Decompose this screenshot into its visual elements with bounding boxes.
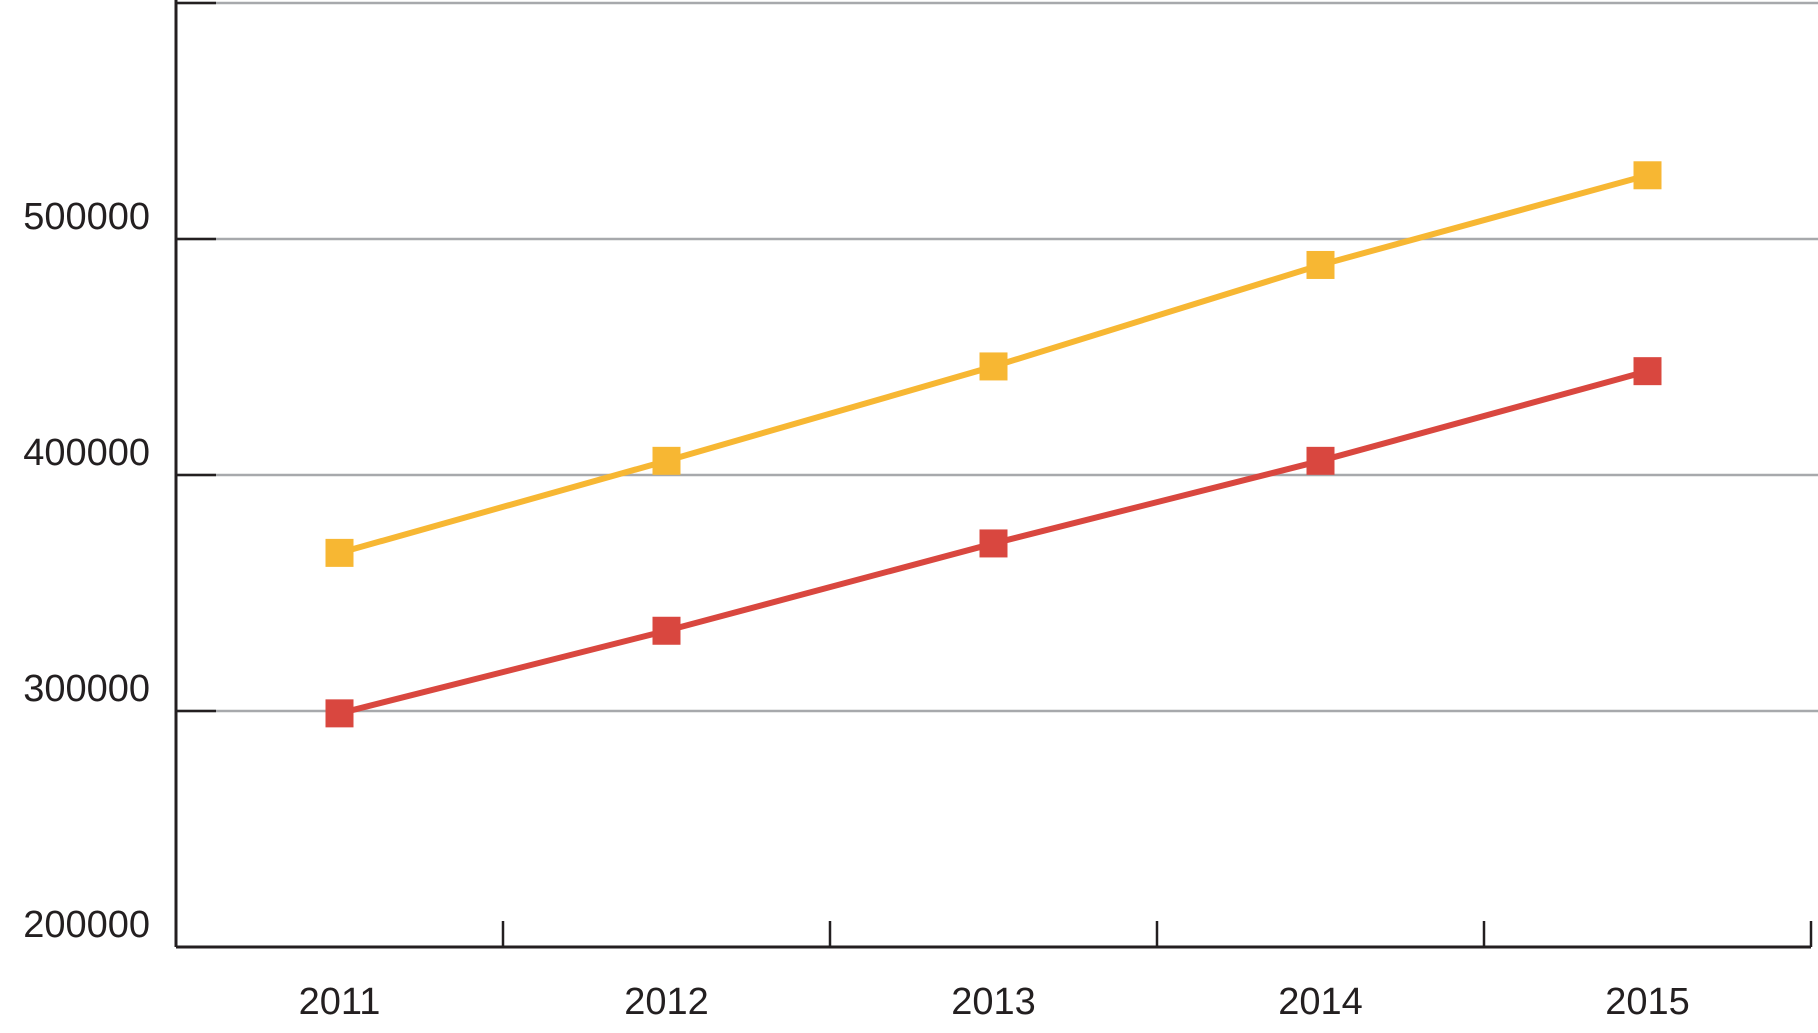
- y-tick-label: 600000: [23, 0, 150, 2]
- x-tick-label: 2013: [951, 981, 1036, 1023]
- point-marker: [1633, 357, 1662, 386]
- point-marker: [1306, 446, 1335, 475]
- point-marker: [325, 699, 354, 728]
- point-marker: [1633, 161, 1662, 190]
- point-marker: [652, 446, 681, 475]
- x-tick-label: 2014: [1278, 981, 1363, 1023]
- y-tick-label: 400000: [23, 432, 150, 474]
- point-marker: [979, 529, 1008, 558]
- point-marker: [652, 616, 681, 645]
- y-tick-label: 300000: [23, 668, 150, 710]
- point-marker: [979, 352, 1008, 381]
- y-tick-label: 500000: [23, 196, 150, 238]
- point-marker: [325, 538, 354, 567]
- point-marker: [1306, 250, 1335, 279]
- x-tick-label: 2012: [624, 981, 709, 1023]
- x-tick-label: 2015: [1605, 981, 1690, 1023]
- y-tick-label: 200000: [23, 904, 150, 946]
- x-tick-label: 2011: [299, 981, 381, 1023]
